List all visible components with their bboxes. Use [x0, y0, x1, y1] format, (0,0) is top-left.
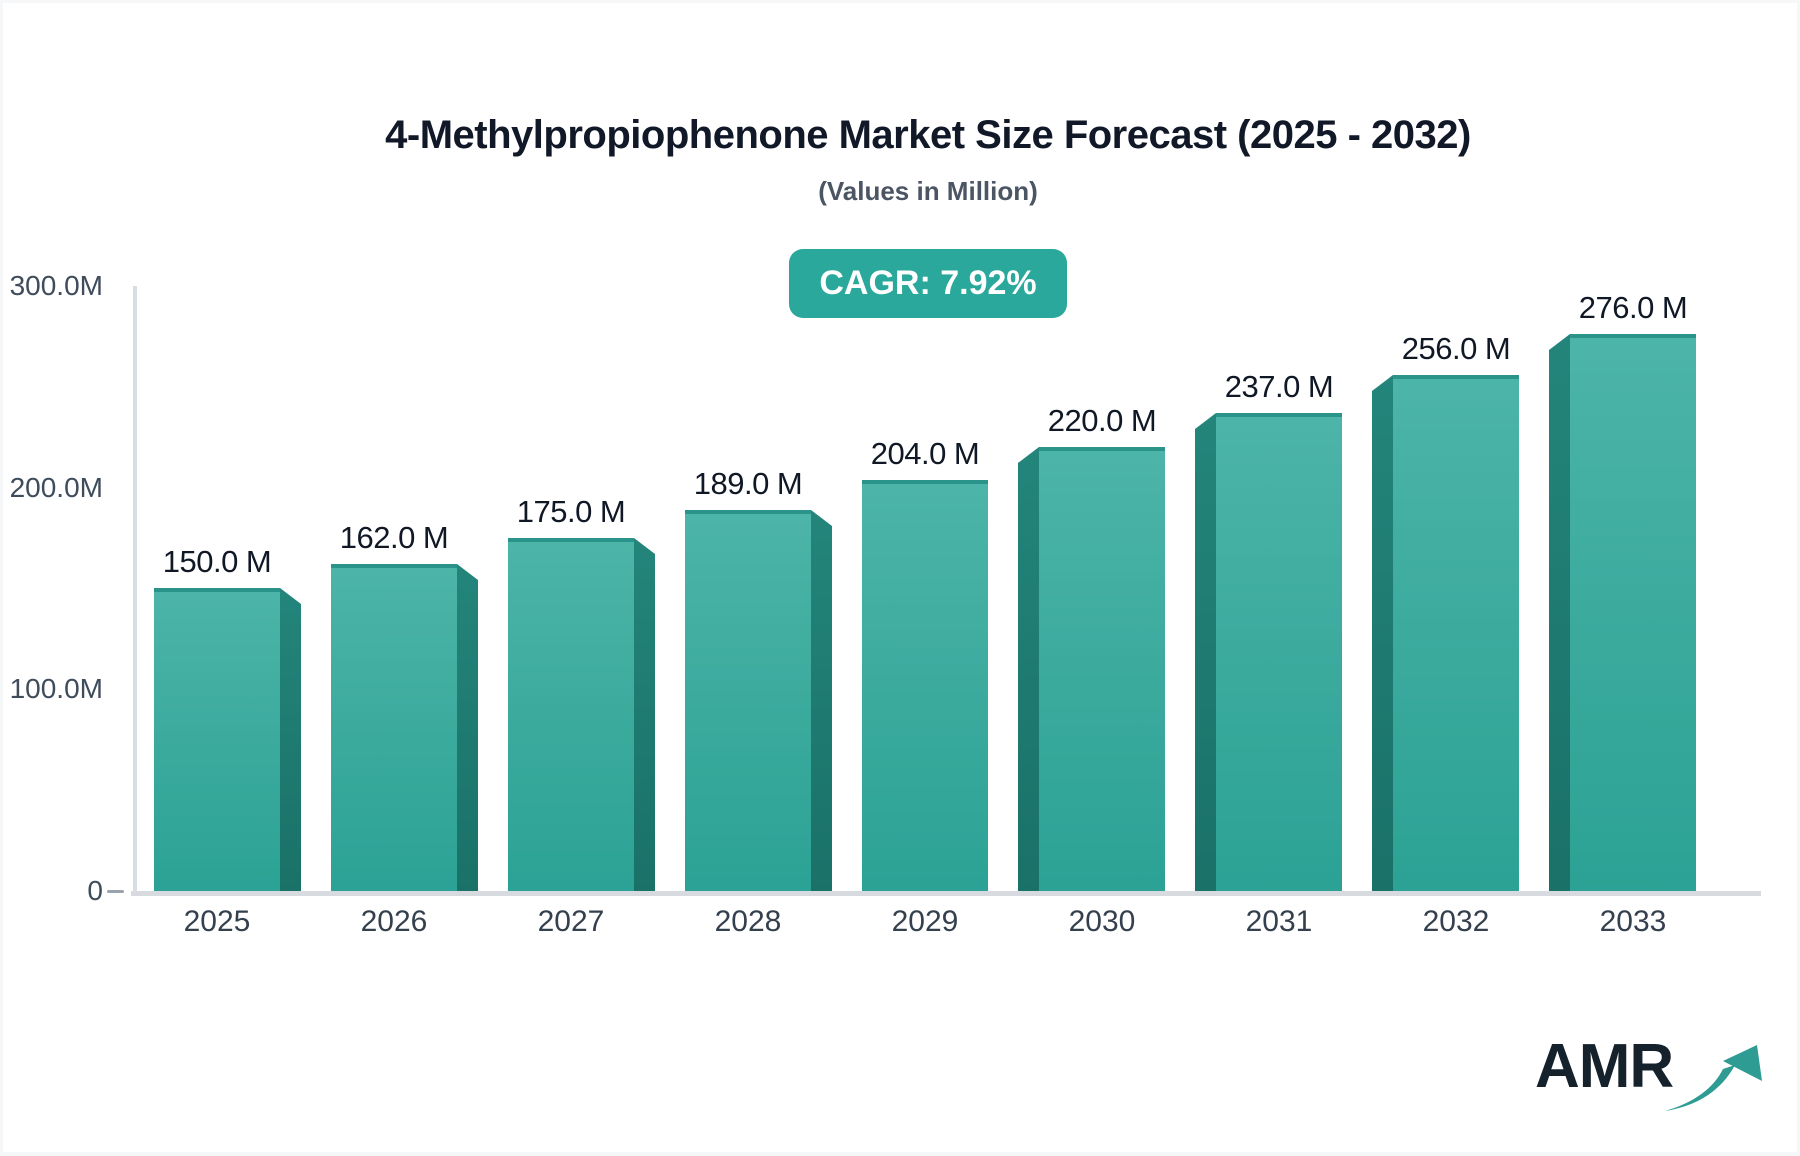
bar-top-edge	[331, 564, 457, 568]
x-axis-label: 2027	[537, 905, 605, 938]
bar-face	[331, 564, 457, 891]
x-axis-label: 2032	[1422, 905, 1490, 938]
bar-value-label: 256.0 M	[1401, 331, 1511, 366]
growth-arrow-icon	[1665, 1045, 1762, 1111]
bar-3d-side	[1549, 334, 1570, 891]
x-axis-label: 2033	[1599, 905, 1667, 938]
bar-face	[685, 510, 811, 891]
bar-value-label: 175.0 M	[516, 494, 626, 529]
bar-2025: 150.0 M	[133, 3, 301, 891]
y-axis-line	[133, 286, 137, 895]
bar-2029: 204.0 M	[841, 3, 1009, 891]
bar-top-edge	[508, 538, 634, 542]
bar-3d-side	[457, 564, 478, 891]
zero-tick-dash	[107, 890, 124, 893]
bar-face	[1393, 375, 1519, 891]
x-axis-label: 2029	[891, 905, 959, 938]
cagr-badge: CAGR: 7.92%	[789, 249, 1067, 318]
x-axis-baseline	[131, 891, 1761, 896]
y-axis-label: 200.0M	[9, 471, 103, 503]
y-axis-label: 0	[87, 875, 103, 906]
bar-top-edge	[1039, 447, 1165, 451]
bar-top-edge	[1393, 375, 1519, 379]
chart-subtitle: (Values in Million)	[818, 176, 1038, 206]
bar-3d-side	[280, 588, 301, 891]
bar-2027: 175.0 M	[487, 3, 655, 891]
bar-face	[1570, 334, 1696, 891]
bar-top-edge	[862, 480, 988, 484]
bar-2031: 237.0 M	[1195, 3, 1363, 891]
chart-title: 4-Methylpropiophenone Market Size Foreca…	[385, 113, 1471, 157]
bar-top-edge	[685, 510, 811, 514]
x-axis-label: 2025	[183, 905, 251, 938]
bar-2030: 220.0 M	[1018, 3, 1186, 891]
bar-2032: 256.0 M	[1372, 3, 1540, 891]
x-axis-label: 2028	[714, 905, 782, 938]
bar-value-label: 150.0 M	[162, 544, 272, 579]
bar-3d-side	[811, 510, 832, 891]
bar-face	[508, 538, 634, 891]
bar-3d-side	[634, 538, 655, 891]
bar-3d-side	[1372, 375, 1393, 891]
bar-value-label: 162.0 M	[339, 520, 449, 555]
x-axis-label: 2026	[360, 905, 428, 938]
amr-logo: AMR	[1535, 1031, 1765, 1121]
bar-face	[1216, 413, 1342, 891]
bar-value-label: 276.0 M	[1578, 290, 1688, 325]
bar-top-edge	[154, 588, 280, 592]
x-axis-label: 2030	[1068, 905, 1136, 938]
bar-face	[1039, 447, 1165, 891]
x-axis-label: 2031	[1245, 905, 1313, 938]
bar-top-edge	[1570, 334, 1696, 338]
chart-header: 4-Methylpropiophenone Market Size Foreca…	[63, 3, 1793, 318]
y-axis-label: 300.0M	[9, 270, 103, 301]
bar-value-label: 237.0 M	[1224, 369, 1334, 404]
bar-top-edge	[1216, 413, 1342, 417]
bar-face	[862, 480, 988, 891]
bar-value-label: 220.0 M	[1047, 403, 1157, 438]
bar-2026: 162.0 M	[310, 3, 478, 891]
bar-3d-side	[1195, 413, 1216, 891]
y-axis-label: 100.0M	[9, 673, 103, 705]
bar-chart-plot: 300.0M 200.0M 100.0M 0 150.0 M 2025 162.0 M 202…	[3, 3, 1797, 1152]
bar-value-label: 204.0 M	[870, 436, 980, 471]
bar-value-label: 189.0 M	[693, 466, 803, 501]
bar-face	[154, 588, 280, 891]
bar-2033: 276.0 M	[1549, 3, 1717, 891]
bar-3d-side	[1018, 447, 1039, 891]
chart-card: 4-Methylpropiophenone Market Size Foreca…	[3, 3, 1797, 1152]
amr-logo-text: AMR	[1535, 1032, 1674, 1101]
bar-2028: 189.0 M	[664, 3, 832, 891]
